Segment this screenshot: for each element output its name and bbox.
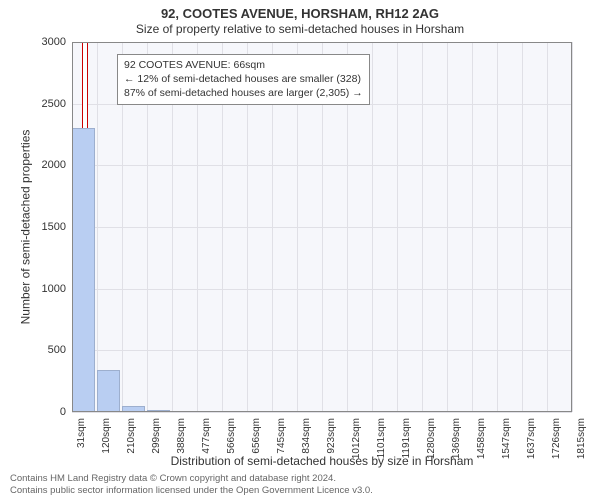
x-tick-label: 1726sqm bbox=[551, 418, 562, 459]
y-tick-label: 3000 bbox=[42, 36, 66, 48]
y-axis-title-text: Number of semi-detached properties bbox=[18, 130, 32, 325]
bar bbox=[122, 406, 145, 412]
x-tick-label: 1458sqm bbox=[476, 418, 487, 459]
y-axis-title: Number of semi-detached properties bbox=[16, 42, 34, 412]
page-title: 92, COOTES AVENUE, HORSHAM, RH12 2AG bbox=[0, 6, 600, 21]
bar bbox=[147, 410, 170, 412]
x-tick-label: 745sqm bbox=[276, 418, 287, 454]
x-tick-label: 834sqm bbox=[301, 418, 312, 454]
info-box-line: ← 12% of semi-detached houses are smalle… bbox=[124, 72, 363, 86]
x-tick-label: 1369sqm bbox=[451, 418, 462, 459]
y-tick-label: 2000 bbox=[42, 159, 66, 171]
y-tick-label: 1000 bbox=[42, 283, 66, 295]
footer-line-1: Contains HM Land Registry data © Crown c… bbox=[10, 473, 373, 485]
x-tick-label: 31sqm bbox=[76, 418, 87, 448]
y-tick-label: 0 bbox=[60, 406, 66, 418]
x-tick-label: 923sqm bbox=[326, 418, 337, 454]
x-tick-label: 210sqm bbox=[126, 418, 137, 454]
grid-line-v bbox=[397, 42, 398, 412]
footer: Contains HM Land Registry data © Crown c… bbox=[10, 473, 373, 497]
x-tick-label: 566sqm bbox=[226, 418, 237, 454]
grid-line-v bbox=[472, 42, 473, 412]
grid-line-v bbox=[572, 42, 573, 412]
y-tick-label: 1500 bbox=[42, 221, 66, 233]
grid-line-v bbox=[497, 42, 498, 412]
info-box-line: 92 COOTES AVENUE: 66sqm bbox=[124, 58, 363, 72]
page-subtitle: Size of property relative to semi-detach… bbox=[0, 22, 600, 36]
x-tick-label: 388sqm bbox=[176, 418, 187, 454]
plot-area: 05001000150020002500300031sqm120sqm210sq… bbox=[72, 42, 572, 412]
info-box-line: 87% of semi-detached houses are larger (… bbox=[124, 86, 363, 100]
x-tick-label: 1280sqm bbox=[426, 418, 437, 459]
grid-line-v bbox=[447, 42, 448, 412]
grid-line-v bbox=[522, 42, 523, 412]
grid-line-v bbox=[422, 42, 423, 412]
x-tick-label: 1012sqm bbox=[351, 418, 362, 459]
x-tick-label: 120sqm bbox=[101, 418, 112, 454]
chart-container: 92, COOTES AVENUE, HORSHAM, RH12 2AG Siz… bbox=[0, 0, 600, 500]
y-tick-label: 500 bbox=[48, 344, 66, 356]
x-tick-label: 477sqm bbox=[201, 418, 212, 454]
x-tick-label: 1637sqm bbox=[526, 418, 537, 459]
x-tick-label: 299sqm bbox=[151, 418, 162, 454]
grid-line-h bbox=[72, 412, 572, 413]
footer-line-2: Contains public sector information licen… bbox=[10, 485, 373, 497]
x-tick-label: 1815sqm bbox=[576, 418, 587, 459]
x-tick-label: 656sqm bbox=[251, 418, 262, 454]
info-box: 92 COOTES AVENUE: 66sqm← 12% of semi-det… bbox=[117, 54, 370, 105]
grid-line-v bbox=[97, 42, 98, 412]
x-tick-label: 1191sqm bbox=[401, 418, 412, 458]
x-tick-label: 1547sqm bbox=[501, 418, 512, 459]
y-tick-label: 2500 bbox=[42, 98, 66, 110]
bar bbox=[97, 370, 120, 412]
x-tick-label: 1101sqm bbox=[376, 418, 387, 458]
bar bbox=[72, 128, 95, 412]
x-axis-title: Distribution of semi-detached houses by … bbox=[72, 454, 572, 468]
grid-line-v bbox=[372, 42, 373, 412]
grid-line-v bbox=[547, 42, 548, 412]
